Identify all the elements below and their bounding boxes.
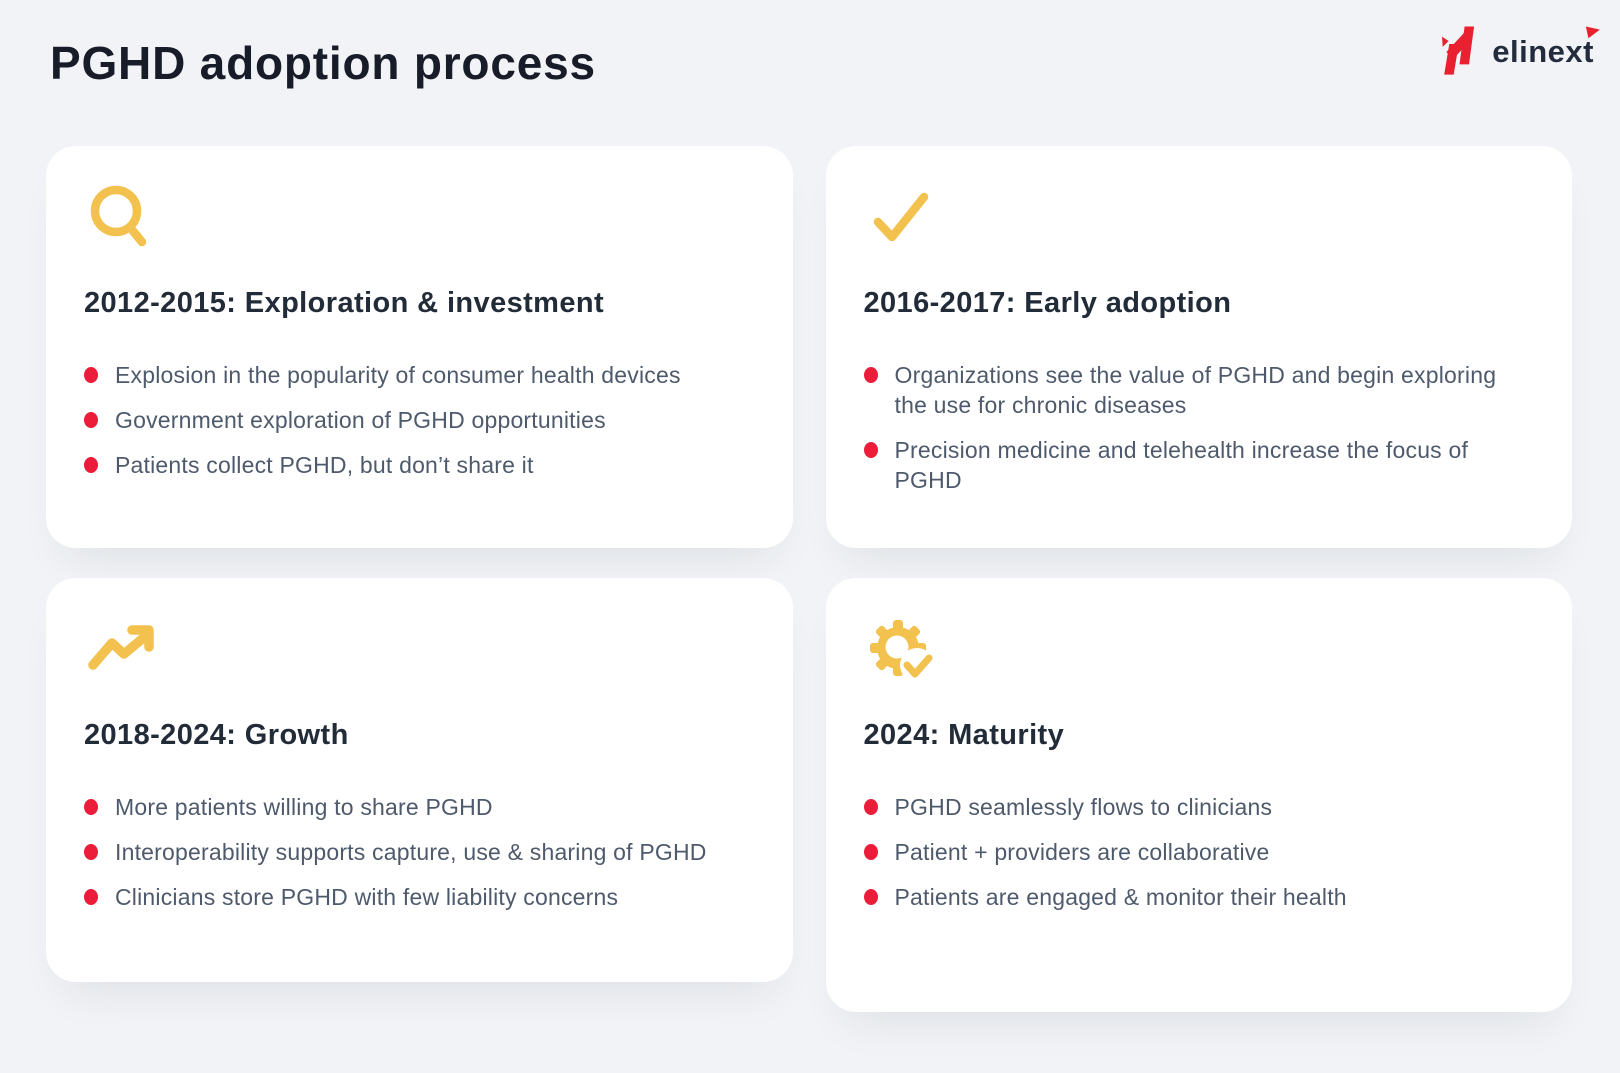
bullet-list: Explosion in the popularity of consumer …	[84, 360, 735, 480]
list-item: PGHD seamlessly flows to clinicians	[863, 792, 1515, 822]
bullet-text: Organizations see the value of PGHD and …	[894, 362, 1497, 418]
logo-flag-icon	[1585, 23, 1602, 38]
bullet-text: Patients are engaged & monitor their hea…	[894, 884, 1347, 910]
bullet-text: More patients willing to share PGHD	[115, 794, 493, 820]
bullet-dot	[84, 412, 98, 428]
bullet-list: More patients willing to share PGHD Inte…	[84, 792, 735, 912]
elinext-logo-icon	[1442, 26, 1475, 75]
bullet-dot	[84, 799, 98, 815]
bullet-dot	[863, 367, 878, 383]
bullet-dot	[863, 889, 878, 905]
card-maturity: 2024: Maturity PGHD seamlessly flows to …	[825, 578, 1572, 1012]
card-early-adoption: 2016-2017: Early adoption Organizations …	[825, 146, 1572, 548]
elinext-logo-text: elinext	[1492, 33, 1594, 69]
elinext-logo-text-wrap: elinext	[1492, 23, 1602, 70]
bullet-dot	[84, 889, 98, 905]
bullet-dot	[84, 367, 98, 383]
bullet-text: Patients collect PGHD, but don’t share i…	[115, 452, 534, 478]
list-item: Patients are engaged & monitor their hea…	[863, 882, 1515, 912]
gear-check-icon	[866, 614, 1533, 684]
bullet-dot	[863, 844, 878, 860]
card-title: 2018-2024: Growth	[84, 719, 349, 751]
card-title: 2024: Maturity	[863, 719, 1065, 751]
bullet-text: Explosion in the popularity of consumer …	[115, 362, 681, 388]
list-item: Precision medicine and telehealth increa…	[863, 435, 1515, 495]
list-item: Interoperability supports capture, use &…	[84, 837, 735, 867]
list-item: Government exploration of PGHD opportuni…	[84, 405, 735, 435]
card-title: 2016-2017: Early adoption	[863, 287, 1232, 319]
list-item: More patients willing to share PGHD	[84, 792, 735, 822]
bullet-text: PGHD seamlessly flows to clinicians	[894, 794, 1273, 820]
bullet-dot	[84, 844, 98, 860]
magnifier-icon	[86, 182, 753, 252]
bullet-text: Government exploration of PGHD opportuni…	[115, 407, 606, 433]
page-title: PGHD adoption process	[50, 37, 596, 89]
list-item: Clinicians store PGHD with few liability…	[84, 882, 735, 912]
card-growth: 2018-2024: Growth More patients willing …	[46, 578, 793, 982]
cards-grid: 2012-2015: Exploration & investment Expl…	[46, 146, 1572, 1012]
bullet-text: Clinicians store PGHD with few liability…	[115, 884, 619, 910]
elinext-logo: elinext	[1442, 23, 1602, 75]
bullet-dot	[84, 457, 98, 473]
checkmark-icon	[866, 182, 1533, 252]
bullet-dot	[863, 442, 878, 458]
list-item: Explosion in the popularity of consumer …	[84, 360, 735, 390]
trending-up-icon	[86, 614, 753, 684]
card-exploration-investment: 2012-2015: Exploration & investment Expl…	[46, 146, 793, 548]
bullet-list: PGHD seamlessly flows to clinicians Pati…	[863, 792, 1515, 912]
bullet-list: Organizations see the value of PGHD and …	[863, 360, 1515, 495]
list-item: Patient + providers are collaborative	[863, 837, 1515, 867]
bullet-text: Patient + providers are collaborative	[894, 839, 1270, 865]
list-item: Organizations see the value of PGHD and …	[863, 360, 1515, 420]
bullet-text: Interoperability supports capture, use &…	[115, 839, 707, 865]
list-item: Patients collect PGHD, but don’t share i…	[84, 450, 735, 480]
bullet-dot	[863, 799, 878, 815]
card-title: 2012-2015: Exploration & investment	[84, 287, 605, 319]
bullet-text: Precision medicine and telehealth increa…	[894, 437, 1469, 493]
